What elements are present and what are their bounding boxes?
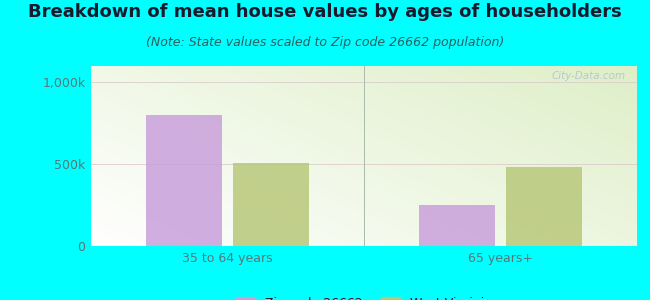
Text: (Note: State values scaled to Zip code 26662 population): (Note: State values scaled to Zip code 2… — [146, 36, 504, 49]
Legend: Zip code 26662, West Virginia: Zip code 26662, West Virginia — [231, 292, 497, 300]
Bar — [146, 115, 222, 246]
Bar — [506, 167, 582, 246]
Bar — [233, 163, 309, 246]
Text: Breakdown of mean house values by ages of householders: Breakdown of mean house values by ages o… — [28, 3, 622, 21]
Bar — [419, 205, 495, 246]
Text: City-Data.com: City-Data.com — [552, 71, 626, 81]
